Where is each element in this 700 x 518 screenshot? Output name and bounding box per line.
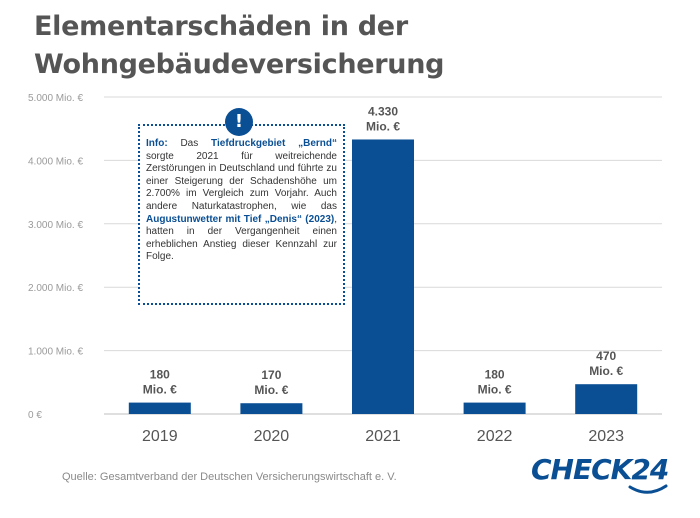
info-highlight-bernd: Tiefdruckgebiet „Bernd“: [211, 138, 338, 149]
info-highlight-denis: Augustunwetter mit Tief „Denis“ (2023): [146, 213, 335, 225]
title-line-1: Elementarschäden in der: [34, 11, 408, 42]
bar: [352, 139, 414, 414]
bar: [463, 402, 526, 414]
bar-value-unit: Mio. €: [143, 383, 177, 397]
y-tick-label: 2.000 Mio. €: [28, 283, 83, 294]
y-tick-label: 3.000 Mio. €: [28, 220, 83, 231]
y-tick-label: 1.000 Mio. €: [28, 347, 83, 358]
title-line-2: Wohngebäudeversicherung: [34, 49, 445, 80]
logo-swoosh-icon: [628, 484, 668, 494]
bar: [240, 403, 303, 414]
x-tick-label: 2020: [254, 428, 290, 445]
info-label: Info:: [146, 138, 168, 149]
bar-value-label: 180: [150, 368, 170, 382]
bar-value-unit: Mio. €: [589, 364, 623, 378]
bar: [128, 402, 191, 414]
bar-value-label: 170: [261, 368, 281, 382]
y-tick-label: 4.000 Mio. €: [28, 156, 83, 167]
x-tick-label: 2021: [365, 428, 401, 445]
x-tick-label: 2019: [142, 428, 178, 445]
bar-value-label: 180: [485, 368, 505, 382]
source-note: Quelle: Gesamtverband der Deutschen Vers…: [62, 471, 397, 483]
x-tick-label: 2022: [477, 428, 513, 445]
bar-value-label: 4.330: [368, 104, 398, 118]
bar-value-unit: Mio. €: [478, 383, 512, 397]
info-text-1: Das: [180, 138, 199, 149]
exclamation-icon: !: [225, 108, 253, 136]
bar: [575, 384, 638, 414]
y-tick-label: 0 €: [28, 410, 42, 421]
bar-value-unit: Mio. €: [254, 383, 288, 397]
info-text-2: sorgte 2021 für weitreichende Zerstörung…: [146, 150, 337, 212]
info-text-3: , hatten in der Vergangenheit einen erhe…: [146, 213, 337, 263]
bar-value-label: 470: [596, 349, 616, 363]
x-tick-label: 2023: [588, 428, 624, 445]
info-box: Info: Das Tiefdruckgebiet „Bernd“ sorgte…: [138, 124, 345, 305]
check24-logo: CHECK24: [531, 453, 669, 486]
bar-value-unit: Mio. €: [366, 119, 400, 133]
page-title: Elementarschäden in der Wohngebäudeversi…: [34, 8, 444, 84]
y-tick-label: 5.000 Mio. €: [28, 93, 83, 104]
